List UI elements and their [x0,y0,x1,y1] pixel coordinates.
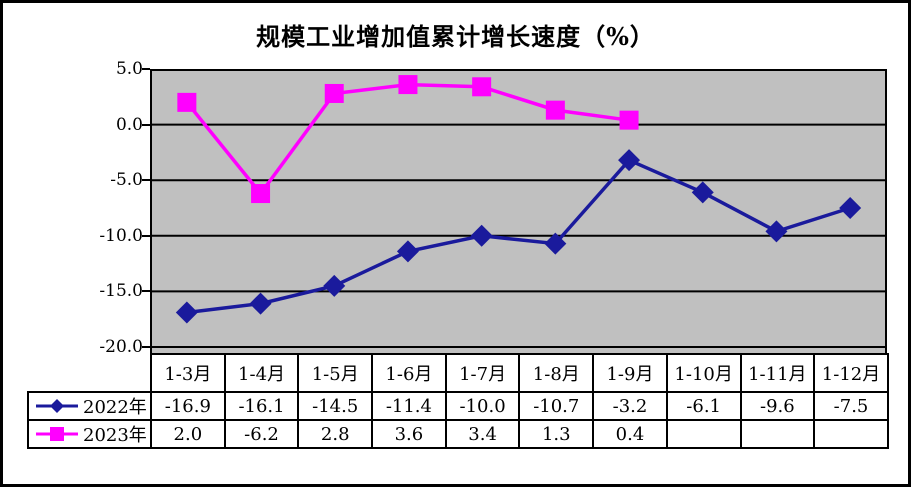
value-cell: 1.3 [518,419,595,449]
legend-square-icon [36,427,78,441]
y-tick-mark [142,346,150,348]
value-cell: -6.1 [665,391,742,421]
y-tick-mark [142,68,150,70]
category-header-cell: 1-9月 [592,353,668,393]
category-header-cell: 1-3月 [150,353,226,393]
y-tick-mark [142,290,150,293]
marker-diamond [544,232,567,255]
marker-diamond [396,240,419,263]
value-cell: 3.6 [371,419,447,449]
marker-diamond [765,220,788,243]
marker-square [398,75,418,95]
y-tick-label: -5.0 [110,170,143,191]
marker-square [472,77,492,97]
value-cell: -7.5 [813,391,889,421]
value-cell: -16.9 [150,391,226,421]
y-tick-mark [142,179,150,182]
marker-square [545,100,565,120]
marker-diamond [691,181,714,204]
value-cell: -9.6 [739,391,816,421]
value-cell [665,419,742,449]
y-tick-label: -20.0 [99,337,143,357]
series-name: 2022年 [83,397,147,418]
category-header-cell: 1-12月 [813,353,889,393]
table-row: 2022年 -16.9 -16.1 -14.5 -11.4 -10.0 -10.7 -3.2-… [27,391,889,421]
value-cell: 2.0 [150,419,226,449]
marker-diamond [470,224,493,247]
table-row: 2023年 2.0 -6.2 2.8 3.6 3.4 1.3 0.4 [27,419,889,449]
marker-square [324,83,344,103]
category-header-cell: 1-11月 [739,353,816,393]
value-cell: 2.8 [297,419,374,449]
marker-square [619,110,639,130]
marker-square [251,184,271,204]
marker-diamond [839,197,862,219]
category-header-cell: 1-4月 [223,353,300,393]
plot-canvas [150,69,887,355]
marker-square [177,92,197,112]
legend-cell: 2022年 [27,391,152,421]
marker-diamond [175,301,198,324]
value-cell: -11.4 [371,391,447,421]
category-header-cell: 1-8月 [518,353,595,393]
y-tick-label: 0.0 [115,114,143,135]
value-cell [739,419,816,449]
plot-background [150,69,887,355]
chart-title: 规模工业增加值累计增长速度（%） [256,22,655,51]
value-cell: -3.2 [592,391,668,421]
value-cell: -14.5 [297,391,374,421]
value-cell: -6.2 [223,419,300,449]
y-tick-mark [142,123,150,126]
category-header-cell: 1-10月 [665,353,742,393]
series-line-2022年 [186,158,851,315]
value-cell [813,419,889,449]
marker-diamond [618,149,641,172]
plot-area [150,69,887,355]
y-tick-mark [142,234,150,237]
y-tick-label: -15.0 [99,281,143,302]
marker-diamond [323,274,346,297]
table-corner-cell [28,354,151,392]
category-header-cell: 1-6月 [371,353,447,393]
value-cell: 3.4 [444,419,521,449]
marker-diamond [249,292,272,315]
category-header-cell: 1-5月 [297,353,374,393]
category-header-cell: 1-7月 [444,353,521,393]
data-table: 1-3月 1-4月 1-5月 1-6月 1-7月 1-8月 1-9月 1-10月 1-11月 1-… [27,353,889,449]
value-cell: -10.0 [444,391,521,421]
category-header-row: 1-3月 1-4月 1-5月 1-6月 1-7月 1-8月 1-9月 1-10月 1-11月 1-… [28,353,889,393]
series-name: 2023年 [83,425,147,446]
value-cell: -16.1 [223,391,300,421]
value-cell: 0.4 [592,419,668,449]
y-tick-label: -10.0 [99,225,143,246]
legend-cell: 2023年 [27,419,152,449]
value-cell: -10.7 [518,391,595,421]
legend-diamond-icon [36,399,78,413]
y-tick-label: 5.0 [115,59,143,79]
